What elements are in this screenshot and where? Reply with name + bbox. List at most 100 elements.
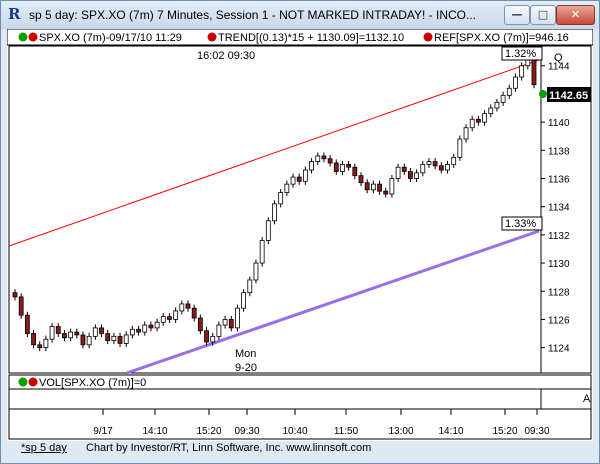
candle-body (179, 303, 185, 312)
price-chart[interactable]: SPX.XO (7m)-09/17/10 11:29 TREND[(0.13)*… (7, 29, 593, 457)
candle-body (358, 175, 364, 184)
y-tick-label: 1138 (548, 146, 570, 157)
maximize-button[interactable]: □ (530, 5, 556, 25)
x-tick-label: 9/17 (93, 426, 113, 437)
candle-body (111, 335, 117, 341)
candle-body (519, 65, 525, 78)
last-price-box (547, 87, 591, 102)
candle-body (420, 163, 426, 174)
candle-body (191, 307, 197, 319)
lower-pct-label: 1.33% (505, 218, 536, 230)
y-tick-label: 1130 (548, 259, 570, 270)
candle-body (12, 292, 18, 298)
candle-body (99, 327, 104, 334)
close-button[interactable]: ✕ (556, 5, 595, 25)
x-tick-label: 15:20 (196, 426, 221, 437)
y-tick-label: 1136 (548, 174, 570, 185)
candle-body (265, 220, 271, 241)
trend-label: TREND[(0.13)*15 + 1130.09]=1132.10 (218, 32, 404, 44)
upper-trend-line[interactable] (8, 59, 540, 247)
status-bar: *sp 5 day Chart by Investor/RT, Linn Sof… (7, 441, 593, 457)
candle-body (457, 138, 463, 158)
candle-body (136, 328, 141, 333)
lower-trend-line[interactable] (126, 229, 540, 375)
candle-body (451, 156, 457, 165)
candle-body (278, 192, 284, 205)
upper-pct-box (501, 46, 543, 61)
candle-body (197, 317, 203, 332)
candle-body (247, 279, 253, 294)
ref-indicator-icon[interactable] (423, 32, 433, 42)
candle-body (68, 331, 74, 339)
candle-body (235, 307, 240, 329)
candle-body (154, 321, 160, 329)
candle-body (494, 101, 500, 109)
candle-body (185, 303, 191, 309)
candle-body (92, 327, 98, 337)
investor-rt-logo-icon: R (8, 5, 21, 23)
volume-pane[interactable] (8, 388, 542, 410)
x-tick-label: 11:50 (334, 426, 359, 437)
volume-red-icon[interactable] (28, 377, 38, 387)
candle-body (210, 335, 216, 343)
upper-pct-label: 1.32% (505, 48, 536, 60)
candle-body (438, 165, 444, 171)
y-tick-label: 1140 (548, 118, 570, 129)
y-tick-label: 1126 (548, 315, 570, 326)
chart-area[interactable]: SPX.XO (7m)-09/17/10 11:29 TREND[(0.13)*… (7, 29, 593, 457)
ref-label: REF[SPX.XO (7m)]=946.16 (434, 32, 569, 44)
day-label: Mon (235, 348, 256, 360)
candle-body (253, 262, 259, 281)
chart-header-bar (7, 29, 593, 46)
candle-body (62, 333, 67, 339)
candle-body (49, 326, 55, 340)
trend-indicator-icon[interactable] (207, 32, 217, 42)
volume-green-icon[interactable] (18, 377, 28, 387)
candle-body (426, 161, 432, 165)
y-tick-label: 1128 (548, 287, 570, 298)
window-title: sp 5 day: SPX.XO (7m) 7 Minutes, Session… (29, 8, 477, 22)
candle-body (259, 240, 265, 264)
candle-body (488, 107, 494, 115)
candle-body (352, 166, 358, 177)
candles-group (12, 53, 537, 352)
last-price-dot-icon (539, 90, 547, 98)
title-bar[interactable]: R sp 5 day: SPX.XO (7m) 7 Minutes, Sessi… (1, 1, 599, 29)
x-tick-label: 14:10 (142, 426, 167, 437)
candle-body (129, 328, 135, 336)
candle-body (18, 296, 24, 316)
green-indicator-icon[interactable] (18, 32, 28, 42)
lower-pct-box (501, 216, 543, 231)
y-tick-label: 1124 (548, 344, 570, 355)
status-chart-name[interactable]: *sp 5 day (21, 442, 67, 454)
minimize-button[interactable]: — (504, 5, 530, 25)
candle-body (506, 87, 512, 96)
candle-body (513, 76, 518, 89)
candle-body (24, 314, 30, 334)
candle-body (105, 333, 111, 341)
candle-body (117, 335, 123, 344)
time-axis[interactable] (8, 408, 592, 440)
candle-body (383, 190, 389, 195)
y-tick-label: 1132 (548, 231, 570, 242)
candle-body (315, 155, 321, 162)
x-tick-label: 09:30 (524, 426, 549, 437)
a-button[interactable]: A (583, 393, 591, 405)
candle-body (74, 331, 80, 336)
candle-body (445, 163, 450, 171)
red-indicator-icon[interactable] (28, 32, 38, 42)
candle-body (531, 56, 537, 86)
q-button[interactable]: Q (554, 52, 563, 64)
candle-body (37, 344, 43, 349)
x-tick-label: 15:20 (492, 426, 517, 437)
x-tick-label: 09:30 (234, 426, 259, 437)
candle-body (395, 166, 401, 179)
y-tick-label: 1134 (548, 203, 570, 214)
candle-body (80, 334, 86, 346)
instrument-label: SPX.XO (7m)-09/17/10 11:29 (39, 32, 182, 44)
x-tick-label: 14:10 (438, 426, 463, 437)
candle-body (432, 161, 438, 167)
x-tick-label: 13:00 (388, 426, 413, 437)
candle-body (463, 127, 469, 140)
